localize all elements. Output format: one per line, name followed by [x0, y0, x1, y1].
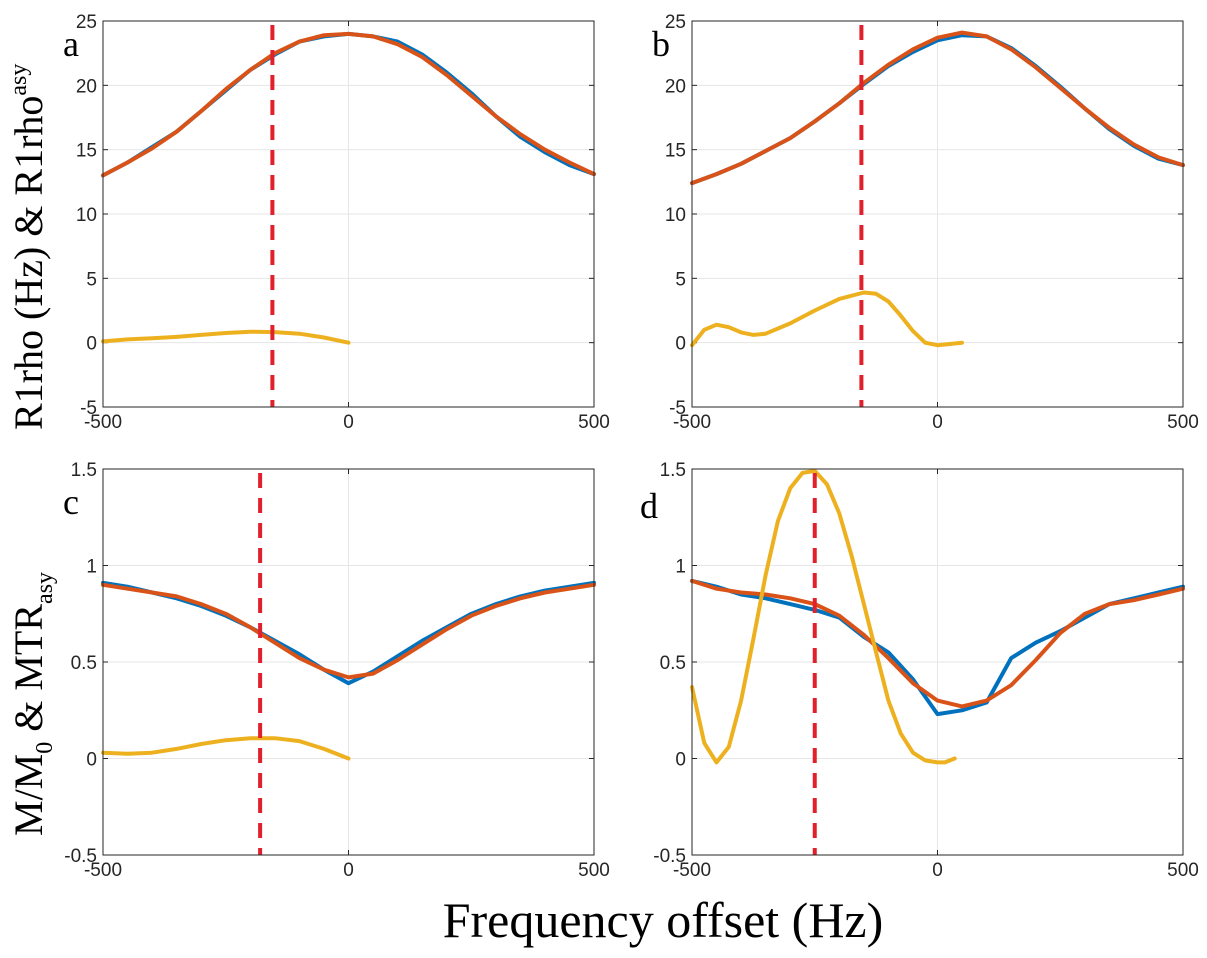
y-tick-label: 0	[675, 334, 686, 355]
y-tick-label: 0	[86, 334, 97, 355]
axes-frame	[102, 468, 595, 856]
chart-panel-b: -500 0 500 -5 0 5 10 15 20 25	[665, 12, 1199, 433]
y-tick-label: 25	[665, 12, 686, 33]
y-tick-label: 0	[675, 750, 686, 771]
y-tick-label: 15	[76, 141, 97, 162]
panel-label-a: a	[63, 24, 79, 64]
x-axis-label: Frequency offset (Hz)	[443, 892, 884, 948]
x-tick-label: -500	[673, 412, 711, 433]
series-orange-line	[101, 582, 596, 680]
y-tick-label: 1	[675, 557, 686, 578]
y-tick-label: 0.5	[71, 653, 97, 674]
y-tick-label: 15	[665, 141, 686, 162]
y-tick-label: 5	[86, 269, 97, 290]
series-orange-line	[690, 30, 1185, 186]
y-tick-label: -5	[669, 398, 686, 419]
y-tick-label: 1.5	[660, 460, 686, 481]
chart-panel-d: -500 0 500 -0.5 0 0.5 1 1.5	[653, 460, 1199, 881]
y-tick-label: -0.5	[64, 846, 97, 867]
panel-label-c: c	[63, 482, 79, 522]
axes-frame	[691, 20, 1184, 408]
y-tick-label: 20	[76, 76, 97, 97]
series-yellow-line	[690, 290, 964, 348]
svg-text:M/M0 & MTRasy: M/M0 & MTRasy	[6, 572, 58, 836]
y-axis-label-top: R1rho (Hz) & R1rhoasy	[6, 64, 51, 430]
y-tick-label: -5	[80, 398, 97, 419]
series-yellow-line	[101, 736, 351, 761]
series-orange-line	[101, 31, 596, 178]
panel-label-d: d	[640, 486, 658, 526]
x-tick-label: 0	[932, 412, 943, 433]
x-tick-label: 0	[343, 860, 354, 881]
y-tick-label: 25	[76, 12, 97, 33]
x-tick-label: -500	[84, 412, 122, 433]
x-tick-label: 0	[932, 860, 943, 881]
y-tick-label: 0	[86, 750, 97, 771]
y-tick-label: 1	[86, 557, 97, 578]
svg-text:R1rho (Hz) & R1rhoasy: R1rho (Hz) & R1rhoasy	[6, 64, 51, 430]
x-tick-label: -500	[84, 860, 122, 881]
y-tick-label: 5	[675, 269, 686, 290]
x-tick-label: 500	[578, 412, 610, 433]
y-tick-label: 10	[665, 205, 686, 226]
chart-panel-a: -500 0 500 -5 0 5 10 15 20 25	[76, 12, 610, 433]
panel-label-b: b	[652, 24, 670, 64]
y-axis-label-bottom: M/M0 & MTRasy	[6, 572, 58, 836]
y-tick-label: -0.5	[653, 846, 686, 867]
x-tick-label: -500	[673, 860, 711, 881]
series-orange-line	[690, 578, 1185, 709]
x-tick-label: 500	[1167, 860, 1199, 881]
y-tick-label: 10	[76, 205, 97, 226]
series-yellow-line	[101, 329, 351, 345]
axes-frame	[691, 468, 1184, 856]
x-tick-label: 500	[578, 860, 610, 881]
y-tick-label: 20	[665, 76, 686, 97]
y-tick-label: 0.5	[660, 653, 686, 674]
series-yellow-line	[690, 468, 957, 765]
axes-frame	[102, 20, 595, 408]
chart-panel-c: -500 0 500 -0.5 0 0.5 1 1.5	[64, 460, 610, 881]
y-tick-label: 1.5	[71, 460, 97, 481]
x-tick-label: 500	[1167, 412, 1199, 433]
x-tick-label: 0	[343, 412, 354, 433]
